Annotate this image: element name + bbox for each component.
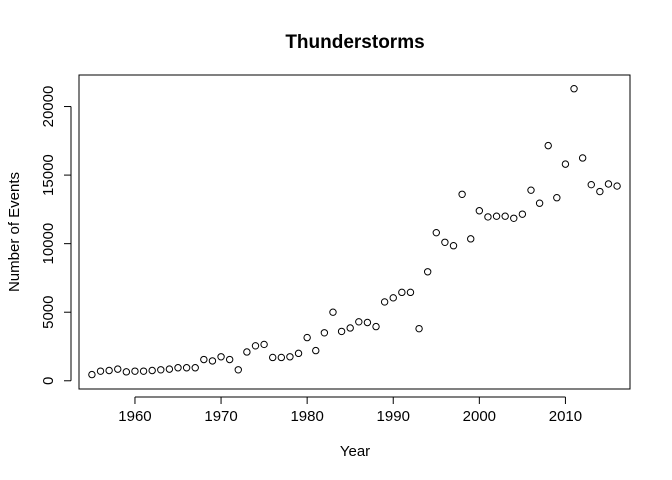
data-point [303,333,311,342]
data-point [208,357,217,365]
x-tick-label: 2000 [463,408,496,425]
x-tick-label: 1970 [204,408,237,425]
data-point [200,355,208,364]
data-point [561,160,570,168]
data-point [225,355,234,364]
data-point [139,367,148,375]
y-tick-label: 15000 [40,154,57,196]
x-tick-label: 2010 [549,408,582,425]
data-point [191,364,199,372]
data-point [217,353,225,361]
data-point [578,154,587,162]
data-point [96,367,105,375]
data-point [518,210,527,218]
data-point [423,268,432,276]
data-point [492,212,501,220]
x-tick-label: 1960 [118,408,151,425]
data-point [406,288,415,297]
data-point [329,308,337,316]
data-point [449,242,458,250]
y-axis: 0 5000 10000 15000 20000 [40,86,72,385]
data-point [363,318,372,327]
data-point [587,180,595,189]
data-point [105,366,113,375]
data-point [380,298,389,306]
data-point [251,342,260,350]
data-point [570,85,578,93]
data-points [88,85,621,379]
data-point [535,199,544,207]
data-point [234,366,242,374]
y-axis-label: Number of Events [6,172,23,292]
data-point [475,207,484,215]
data-point [501,212,509,220]
data-point [527,186,535,194]
data-point [312,346,320,355]
y-tick-label: 0 [40,377,57,385]
data-point [346,324,354,332]
data-point [372,322,380,331]
data-point [243,348,251,356]
x-tick-label: 1980 [290,408,323,425]
data-point [148,366,156,375]
data-point [398,288,406,297]
data-point [182,364,191,372]
y-tick-label: 20000 [40,86,57,128]
data-point [294,349,303,358]
data-point [432,228,440,237]
data-point [114,365,122,373]
data-point [88,370,96,379]
plot-frame [78,74,631,390]
data-point [269,353,277,362]
x-tick-label: 1990 [377,408,410,425]
data-point [441,238,449,246]
data-point [337,327,346,336]
y-tick-label: 5000 [40,296,57,329]
data-point [458,190,466,198]
data-point [613,182,621,190]
data-point [174,364,182,372]
data-point [286,353,294,361]
data-point [165,365,174,373]
data-point [484,213,492,221]
data-point [604,180,613,188]
data-point [131,367,139,375]
data-point [277,353,286,362]
data-point [467,235,475,243]
x-axis-label: Year [340,443,370,460]
data-point [553,194,561,202]
data-point [389,294,397,302]
data-point [510,214,518,222]
data-point [157,366,165,374]
data-point [260,340,268,349]
data-point [415,324,423,333]
data-point [544,141,552,150]
data-point [122,368,131,376]
chart-title: Thunderstorms [285,32,424,53]
data-point [355,318,363,326]
data-point [596,187,604,196]
x-axis: 1960 1970 1980 1990 2000 2010 [118,396,582,425]
data-point [320,329,329,337]
y-tick-label: 10000 [40,223,57,265]
